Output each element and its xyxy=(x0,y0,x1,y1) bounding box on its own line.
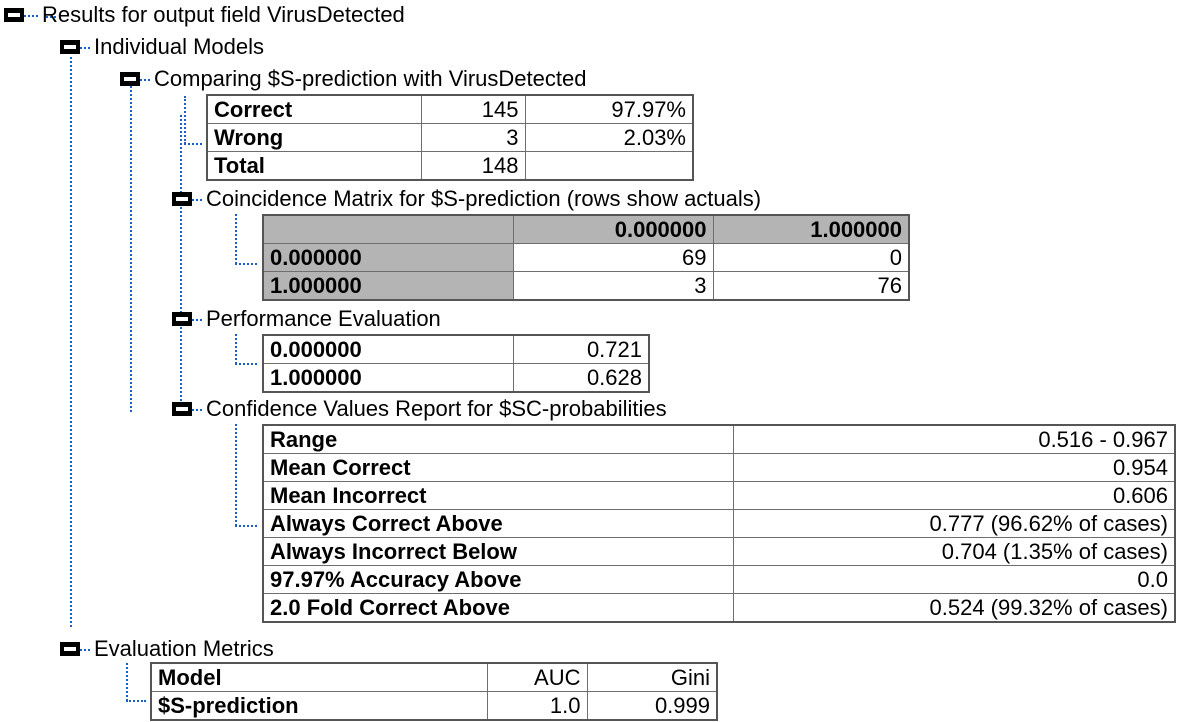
collapse-performance-icon[interactable] xyxy=(172,312,192,326)
comparing-table: Correct 145 97.97% Wrong 3 2.03% Total 1… xyxy=(206,94,694,181)
tree-line-root xyxy=(70,52,72,627)
collapse-coincidence-icon[interactable] xyxy=(172,192,192,206)
table-row: Always Correct Above 0.777 (96.62% of ca… xyxy=(262,509,1176,538)
table-row: 2.0 Fold Correct Above 0.524 (99.32% of … xyxy=(262,593,1176,623)
collapse-confidence-icon[interactable] xyxy=(172,402,192,416)
row-percent xyxy=(524,151,694,181)
tree-stub-comparing-label xyxy=(140,79,150,81)
tree-stub-perf-v xyxy=(235,334,237,364)
evaluation-table: Model AUC Gini $S-prediction 1.0 0.999 xyxy=(150,662,718,721)
col-header-auc: AUC xyxy=(486,662,588,692)
model-name: $S-prediction xyxy=(150,691,488,721)
confidence-label: Confidence Values Report for $SC-probabi… xyxy=(206,396,667,421)
corner-cell xyxy=(262,214,514,244)
confidence-table: Range 0.516 - 0.967 Mean Correct 0.954 M… xyxy=(262,424,1176,623)
tree-line-individual xyxy=(130,82,132,412)
row-value: 0.524 (99.32% of cases) xyxy=(732,593,1176,623)
performance-label: Performance Evaluation xyxy=(206,306,441,331)
individual-models-label: Individual Models xyxy=(94,34,264,59)
row-percent: 2.03% xyxy=(524,123,694,152)
row-label: Mean Correct xyxy=(262,453,734,482)
coincidence-table: 0.000000 1.000000 0.000000 69 0 1.000000… xyxy=(262,214,910,301)
table-row: Wrong 3 2.03% xyxy=(206,123,694,152)
tree-stub-coinc-v xyxy=(235,214,237,264)
tree-line-comparing xyxy=(180,115,182,413)
row-count: 145 xyxy=(420,94,526,124)
tree-stub-coinc-label xyxy=(192,199,202,201)
row-value: 0.516 - 0.967 xyxy=(732,424,1176,454)
row-label: 0.000000 xyxy=(262,334,514,364)
tree-stub-coinc xyxy=(235,263,257,265)
col-header-model: Model xyxy=(150,662,488,692)
row-value: 0.777 (96.62% of cases) xyxy=(732,509,1176,538)
row-count: 148 xyxy=(420,151,526,181)
performance-table: 0.000000 0.721 1.000000 0.628 xyxy=(262,334,650,393)
row-label: Total xyxy=(206,151,422,181)
tree-stub-conf-label xyxy=(192,409,202,411)
model-auc: 1.0 xyxy=(486,691,588,721)
table-row: 1.000000 0.628 xyxy=(262,363,650,393)
table-row: Mean Incorrect 0.606 xyxy=(262,481,1176,510)
tree-stub-comparing-table xyxy=(184,143,202,145)
tree-stub-root xyxy=(24,15,38,17)
tree-stub-perf xyxy=(235,363,257,365)
row-label: Always Correct Above xyxy=(262,509,734,538)
root-label: Results for output field VirusDetected xyxy=(42,2,405,27)
row-label: 2.0 Fold Correct Above xyxy=(262,593,734,623)
row-label: Mean Incorrect xyxy=(262,481,734,510)
coincidence-label: Coincidence Matrix for $S-prediction (ro… xyxy=(206,186,762,211)
matrix-cell: 3 xyxy=(512,271,714,301)
tree-stub-eval-label xyxy=(80,649,90,651)
row-count: 3 xyxy=(420,123,526,152)
table-row: Mean Correct 0.954 xyxy=(262,453,1176,482)
table-row: Total 148 xyxy=(206,151,694,181)
row-value: 0.0 xyxy=(732,565,1176,594)
tree-stub-comparing-table-v xyxy=(184,96,186,144)
table-row: 1.000000 3 76 xyxy=(262,271,910,301)
table-row: Always Incorrect Below 0.704 (1.35% of c… xyxy=(262,537,1176,566)
collapse-individual-models-icon[interactable] xyxy=(60,40,80,54)
tree-stub-perf-label xyxy=(192,319,202,321)
row-value: 0.628 xyxy=(512,363,650,393)
row-label: 97.97% Accuracy Above xyxy=(262,565,734,594)
row-value: 0.954 xyxy=(732,453,1176,482)
tree-stub-conf-v xyxy=(235,424,237,526)
row-label: 1.000000 xyxy=(262,363,514,393)
table-row: Range 0.516 - 0.967 xyxy=(262,424,1176,454)
row-label: Range xyxy=(262,424,734,454)
tree-stub-conf xyxy=(235,525,257,527)
tree-stub-eval xyxy=(126,700,146,702)
row-value: 0.704 (1.35% of cases) xyxy=(732,537,1176,566)
tree-stub-individual xyxy=(46,16,56,18)
table-row: Correct 145 97.97% xyxy=(206,94,694,124)
table-row: $S-prediction 1.0 0.999 xyxy=(150,691,718,721)
model-gini: 0.999 xyxy=(586,691,718,721)
collapse-evaluation-icon[interactable] xyxy=(60,642,80,656)
table-row: 0.000000 0.721 xyxy=(262,334,650,364)
tree-stub-individual-label xyxy=(80,47,90,49)
row-percent: 97.97% xyxy=(524,94,694,124)
col-header: 0.000000 xyxy=(512,214,714,244)
row-label: Always Incorrect Below xyxy=(262,537,734,566)
collapse-comparing-icon[interactable] xyxy=(120,72,140,86)
row-value: 0.606 xyxy=(732,481,1176,510)
row-label: Wrong xyxy=(206,123,422,152)
row-header: 0.000000 xyxy=(262,243,514,272)
row-value: 0.721 xyxy=(512,334,650,364)
table-row: 0.000000 1.000000 xyxy=(262,214,910,244)
tree-stub-eval-v xyxy=(126,663,128,701)
matrix-cell: 69 xyxy=(512,243,714,272)
row-label: Correct xyxy=(206,94,422,124)
matrix-cell: 0 xyxy=(712,243,910,272)
collapse-root-icon[interactable] xyxy=(4,8,24,22)
table-row: Model AUC Gini xyxy=(150,662,718,692)
matrix-cell: 76 xyxy=(712,271,910,301)
table-row: 0.000000 69 0 xyxy=(262,243,910,272)
table-row: 97.97% Accuracy Above 0.0 xyxy=(262,565,1176,594)
evaluation-label: Evaluation Metrics xyxy=(94,636,274,661)
row-header: 1.000000 xyxy=(262,271,514,301)
comparing-label: Comparing $S-prediction with VirusDetect… xyxy=(154,66,587,91)
col-header-gini: Gini xyxy=(586,662,718,692)
col-header: 1.000000 xyxy=(712,214,910,244)
